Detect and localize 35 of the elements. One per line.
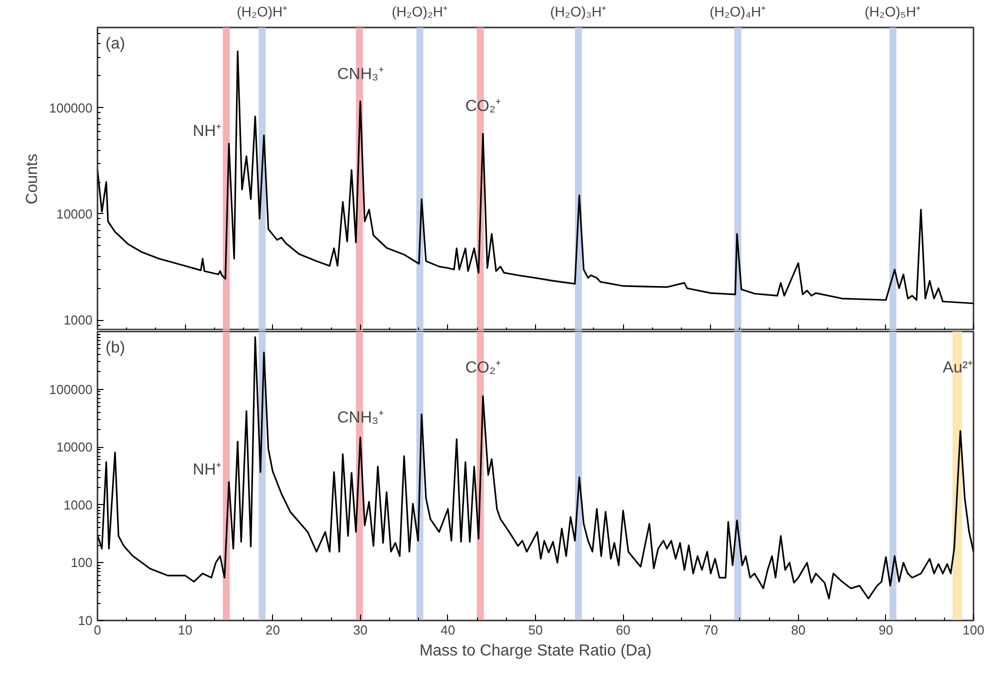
band-label: (H₂O)₂H⁺ bbox=[392, 4, 448, 20]
annotation: (a) bbox=[106, 36, 126, 52]
x-tick-label: 80 bbox=[791, 622, 806, 638]
annotation: NH⁺ bbox=[192, 461, 221, 478]
annotation: (b) bbox=[106, 340, 126, 356]
annotation: Au²⁺ bbox=[942, 360, 973, 377]
y-axis-title: Counts bbox=[24, 154, 42, 204]
band-label: (H₂O)₃H⁺ bbox=[550, 4, 607, 20]
band-label: (H₂O)₄H⁺ bbox=[710, 4, 766, 20]
y-tick-label: 1000 bbox=[64, 497, 92, 512]
annotation: CO₂⁺ bbox=[465, 360, 501, 377]
x-tick-label: 50 bbox=[528, 622, 543, 638]
annotation: CO₂⁺ bbox=[465, 98, 501, 116]
band-label: (H₂O)H⁺ bbox=[236, 4, 288, 20]
annotation: CNH₃⁺ bbox=[337, 409, 384, 426]
y-tick-label: 10 bbox=[78, 613, 93, 628]
x-tick-label: 20 bbox=[265, 622, 280, 638]
x-tick-label: 90 bbox=[878, 622, 894, 638]
y-tick-label: 1000 bbox=[64, 312, 92, 328]
y-tick-label: 100 bbox=[70, 555, 93, 570]
x-tick-label: 70 bbox=[703, 622, 718, 638]
x-tick-label: 60 bbox=[616, 622, 630, 638]
y-tick-label: 10000 bbox=[56, 440, 93, 455]
x-axis-title: Mass to Charge State Ratio (Da) bbox=[419, 642, 652, 660]
y-tick-label: 10000 bbox=[56, 206, 93, 222]
x-tick-label: 10 bbox=[178, 622, 192, 638]
x-tick-label: 30 bbox=[353, 622, 368, 638]
x-tick-label: 100 bbox=[962, 622, 984, 638]
y-tick-label: 100000 bbox=[49, 100, 93, 116]
x-tick-label: 40 bbox=[440, 622, 456, 638]
y-tick-label: 100000 bbox=[49, 382, 93, 397]
annotation: CNH₃⁺ bbox=[337, 66, 384, 84]
annotation: NH⁺ bbox=[192, 123, 221, 140]
band-label: (H₂O)₅H⁺ bbox=[864, 4, 922, 20]
x-tick-label: 0 bbox=[94, 622, 102, 638]
